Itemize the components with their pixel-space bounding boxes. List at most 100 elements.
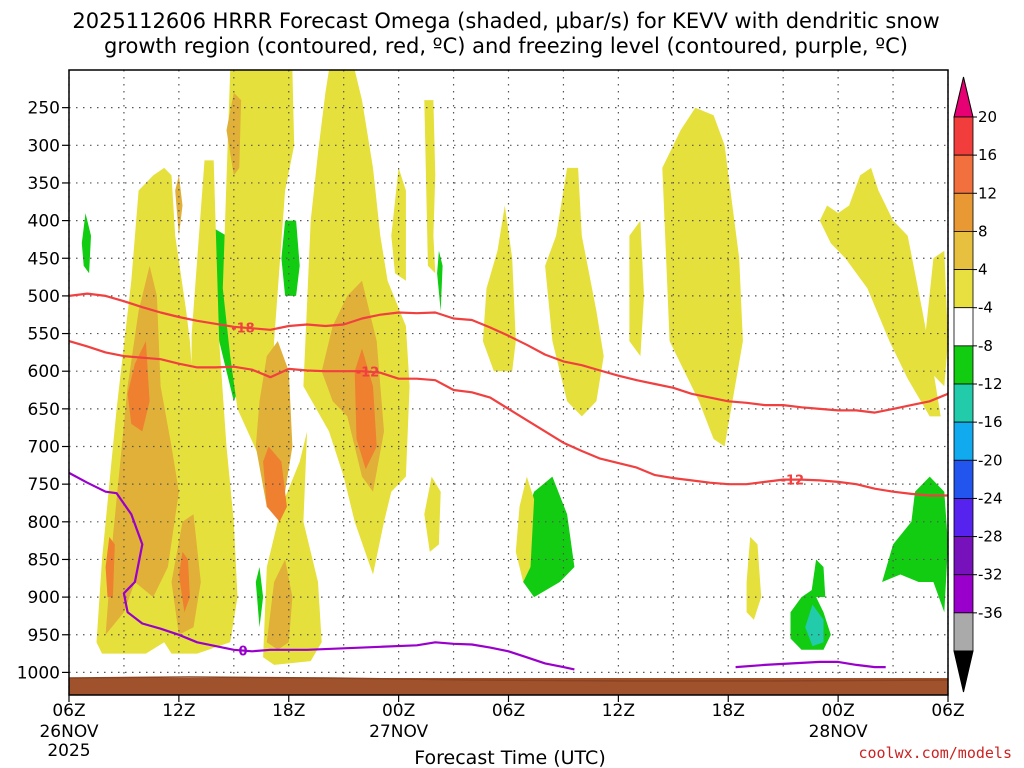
omega-region — [81, 213, 91, 274]
colorbar-segment — [953, 231, 974, 270]
omega-region — [105, 536, 115, 598]
y-tick-label: 700 — [28, 438, 60, 458]
omega-region — [266, 559, 293, 650]
dgz-lower-label: -12 — [781, 474, 805, 489]
colorbar-label: 20 — [978, 108, 997, 126]
colorbar-label: 4 — [978, 261, 988, 279]
y-tick-label: 850 — [28, 550, 60, 570]
colorbar-segment — [953, 459, 974, 499]
colorbar-segment — [953, 612, 974, 652]
omega-region — [105, 265, 179, 635]
colorbar-bottom-arrow — [953, 650, 974, 693]
x-axis-label: Forecast Time (UTC) — [414, 747, 605, 768]
chart-title-line2: growth region (contoured, red, ºC) and f… — [104, 34, 908, 58]
ground-surface — [68, 676, 949, 682]
omega-region — [424, 100, 436, 274]
colorbar-label: -24 — [978, 489, 1003, 507]
x-tick-label: 00Z — [821, 701, 854, 721]
colorbar-segment — [953, 116, 974, 156]
freezing-level-1-line — [69, 471, 575, 671]
y-tick-label: 600 — [28, 362, 60, 382]
omega-region — [178, 551, 190, 613]
omega-region — [424, 476, 441, 552]
colorbar-label: -16 — [978, 413, 1003, 431]
omega-region — [805, 604, 824, 647]
x-tick-label: 18Z — [272, 701, 305, 721]
y-tick-label: 500 — [28, 287, 60, 307]
colorbar-segment — [953, 574, 974, 614]
omega-region — [819, 167, 941, 417]
colorbar-segment — [953, 498, 974, 537]
omega-region — [810, 559, 826, 598]
colorbar-segment — [953, 154, 974, 194]
omega-region — [263, 446, 287, 522]
x-tick-label: 00Z — [382, 701, 415, 721]
omega-region — [222, 70, 295, 462]
x-tick-sub2: 2025 — [47, 741, 90, 761]
colorbar-label: 8 — [978, 222, 988, 240]
omega-region — [523, 476, 575, 598]
x-tick-sub: 27NOV — [369, 722, 428, 742]
chart-title-line1: 2025112606 HRRR Forecast Omega (shaded, … — [72, 9, 939, 33]
colorbar-segment — [953, 345, 974, 385]
y-tick-label: 950 — [28, 626, 60, 646]
y-tick-label: 750 — [28, 475, 60, 495]
x-tick-label: 18Z — [712, 701, 745, 721]
colorbar-segment — [953, 383, 974, 423]
y-tick-label: 650 — [28, 400, 60, 420]
colorbar-segment — [953, 307, 974, 347]
colorbar-label: -28 — [978, 528, 1003, 546]
omega-region — [882, 476, 948, 613]
y-tick-label: 550 — [28, 325, 60, 345]
omega-region — [746, 536, 762, 620]
dgz-upper-line — [69, 292, 948, 414]
omega-region — [175, 175, 183, 236]
omega-region — [164, 160, 238, 654]
temperature-contours — [69, 292, 948, 671]
ground-layer — [68, 676, 949, 695]
colorbar-segment — [953, 269, 974, 309]
omega-region — [922, 250, 948, 387]
omega-region — [515, 476, 535, 582]
omega-region — [662, 107, 743, 447]
colorbar-segment — [953, 421, 974, 461]
dgz-upper-label: -18 — [231, 322, 255, 337]
credit-text[interactable]: coolwx.com/models — [858, 744, 1012, 762]
y-axis-ticks: 250 300 350 400 450 500 550 600 650 700 750 800 850 9… — [17, 99, 69, 683]
freezing-level-2-line — [735, 660, 886, 669]
dgz-lower-label: -12 — [356, 366, 380, 381]
y-tick-label: 800 — [28, 513, 60, 533]
y-tick-label: 450 — [28, 249, 60, 269]
dgz-lower-line — [69, 340, 948, 497]
colorbar-segment — [953, 536, 974, 576]
y-tick-label: 250 — [28, 99, 60, 119]
omega-region — [545, 167, 604, 417]
colorbar-label: -36 — [978, 604, 1003, 622]
omega-region — [482, 205, 516, 372]
colorbar-label: -20 — [978, 451, 1003, 469]
ground-bar — [69, 678, 948, 695]
colorbar-label: -12 — [978, 375, 1003, 393]
y-tick-label: 400 — [28, 212, 60, 232]
x-tick-sub: 26NOV — [39, 722, 98, 742]
y-tick-label: 1000 — [17, 663, 60, 683]
omega-region — [629, 220, 644, 357]
omega-region — [332, 145, 355, 311]
x-tick-label: 12Z — [602, 701, 635, 721]
colorbar-label: -4 — [978, 299, 993, 317]
omega-shading — [81, 70, 948, 665]
x-tick-label: 06Z — [931, 701, 964, 721]
colorbar: 20 16 12 8 4 -4 -8 -12 -16 -20 -24 -28 -32 -36 — [953, 76, 1003, 693]
x-tick-label: 12Z — [162, 701, 195, 721]
y-tick-label: 350 — [28, 174, 60, 194]
colorbar-segment — [953, 192, 974, 232]
x-tick-label: 06Z — [52, 701, 85, 721]
colorbar-top-arrow — [953, 76, 974, 118]
y-tick-label: 300 — [28, 136, 60, 156]
y-tick-label: 900 — [28, 588, 60, 608]
colorbar-label: 16 — [978, 146, 997, 164]
omega-region — [437, 250, 443, 311]
omega-region — [354, 348, 377, 470]
